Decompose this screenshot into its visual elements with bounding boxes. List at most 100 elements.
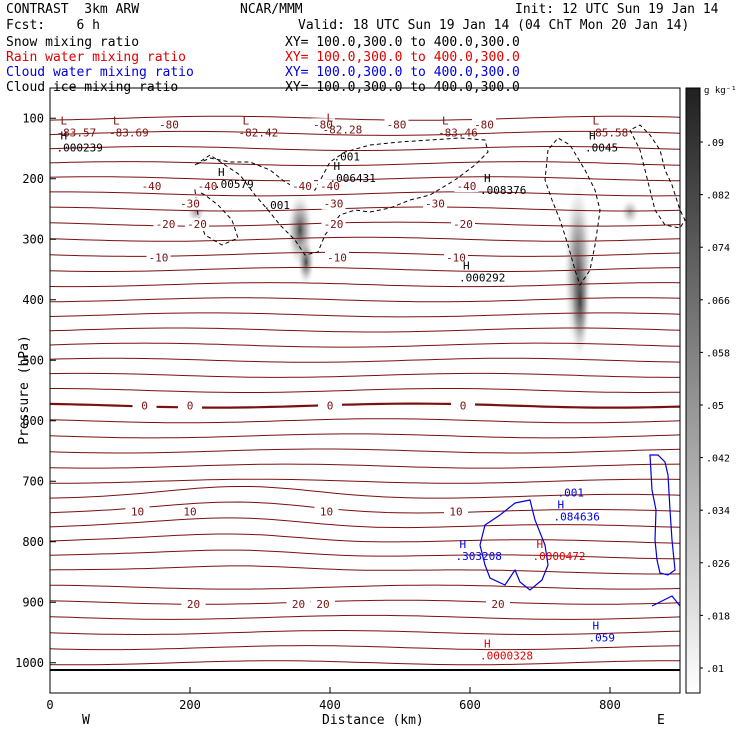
extremum-value: -83.69 <box>109 126 149 139</box>
isotherm-label: -10 <box>149 251 169 264</box>
isotherm-line <box>49 327 681 333</box>
y-tick-label: 400 <box>22 293 44 307</box>
isotherm-label: -30 <box>425 198 445 211</box>
init-time: Init: 12 UTC Sun 19 Jan 14 <box>515 2 719 17</box>
isotherm-label: -10 <box>327 251 347 264</box>
isotherm-line <box>49 130 681 136</box>
isotherm-label-bg <box>311 598 335 611</box>
colorbar-tick-label: .082 <box>706 191 730 202</box>
isotherm-line <box>49 342 681 348</box>
isotherm-label: -30 <box>324 198 344 211</box>
isotherm-label-bg <box>318 180 342 193</box>
cloud-water-contour <box>649 454 676 576</box>
isotherm-label-bg <box>321 218 346 231</box>
extremum-value: -85.58 <box>589 126 629 139</box>
snow-plume-shade <box>297 238 315 286</box>
y-tick-label: 300 <box>22 232 44 246</box>
extremum-marker: H <box>460 538 467 551</box>
isotherm-line <box>49 206 681 212</box>
isotherm-label-bg <box>451 399 475 412</box>
isotherm-line <box>50 297 681 303</box>
y-tick-label: 1000 <box>15 656 44 670</box>
extremum-marker: H <box>537 538 544 551</box>
isotherm-label-bg <box>157 118 181 131</box>
x-tick-label: 600 <box>459 698 481 712</box>
isotherm-label: -20 <box>156 218 176 231</box>
isotherm-label-bg <box>125 505 150 518</box>
legend-cloud-ice-xy: XY= 100.0,300.0 to 400.0,300.0 <box>285 80 520 95</box>
isotherm-label-bg <box>321 197 346 210</box>
isotherm-line <box>49 312 681 318</box>
snow-plume-shade <box>620 198 640 226</box>
isotherm-line <box>49 448 681 454</box>
colorbar-tick-label: .034 <box>706 506 730 517</box>
x-tick-label: 200 <box>179 698 201 712</box>
isotherm-label-bg <box>325 251 349 264</box>
isotherm-label: 0 <box>187 400 194 413</box>
colorbar-tick-label: .018 <box>706 611 730 622</box>
isotherm-line <box>49 549 681 560</box>
y-axis-label: Pressure (hPa) <box>17 335 32 445</box>
cloud-water-contour <box>651 595 681 607</box>
isotherm-label: 20 <box>316 598 329 611</box>
extremum-marker: H <box>593 620 600 633</box>
isotherm-line <box>49 176 680 182</box>
contour-value-label: .001 <box>558 486 585 499</box>
x-tick-label: 0 <box>46 698 53 712</box>
snow-plume-shade <box>570 240 590 360</box>
isotherm-line <box>49 486 681 499</box>
isotherm-label: 10 <box>320 506 333 519</box>
isotherm-label-bg <box>444 505 468 518</box>
isotherm-line <box>49 418 681 424</box>
isotherm-line <box>49 282 681 288</box>
isotherm-line <box>49 614 681 620</box>
isotherm-line <box>49 236 681 242</box>
x-tick-label: 800 <box>599 698 621 712</box>
isotherm-label-bg <box>472 118 496 131</box>
y-tick-label: 100 <box>22 111 44 125</box>
legend-rain-xy: XY= 100.0,300.0 to 400.0,300.0 <box>285 50 520 65</box>
isotherm-line <box>49 372 680 378</box>
isotherm-line <box>49 161 681 167</box>
isotherm-label-bg <box>290 180 314 193</box>
isotherm-label: 0 <box>460 400 467 413</box>
isotherm-label-bg <box>451 218 475 231</box>
y-tick-label: 200 <box>22 172 44 186</box>
isotherm-label-bg <box>185 218 209 231</box>
isotherm-line <box>49 501 681 514</box>
isotherm-line <box>50 388 681 393</box>
colorbar-tick-label: .066 <box>706 296 730 307</box>
isotherm-label-bg <box>314 505 339 518</box>
colorbar-tick-label: .074 <box>706 243 730 254</box>
model-title: CONTRAST 3km ARW <box>6 2 140 17</box>
extremum-value: .000239 <box>57 142 103 155</box>
extremum-marker: L <box>61 114 68 127</box>
legend-snow-xy: XY= 100.0,300.0 to 400.0,300.0 <box>285 35 520 50</box>
contour-value-label: .001 <box>334 151 361 164</box>
extremum-value: .0000472 <box>533 550 586 563</box>
legend-rain-label: Rain water mixing ratio <box>6 50 187 65</box>
isotherm-label: 20 <box>292 598 305 611</box>
extremum-marker: H <box>558 499 565 512</box>
isotherm-line <box>49 584 681 590</box>
extremum-value: -83.57 <box>57 126 97 139</box>
isotherm-label-bg <box>178 197 202 210</box>
isotherm-line <box>50 191 681 197</box>
isotherm-label-bg <box>454 180 479 193</box>
colorbar-unit: g kg⁻¹ <box>704 86 737 96</box>
extremum-value: .059 <box>589 632 616 645</box>
extremum-value: .0000328 <box>480 650 533 663</box>
x-tick-label: 400 <box>319 698 341 712</box>
institution-label: NCAR/MMM <box>240 2 303 17</box>
cloud-ice-contour <box>544 137 601 287</box>
colorbar: .09 .082 .074 .066 .058 .05 .042 .034 .026 .018 .0… <box>685 87 730 694</box>
isotherm-label-bg <box>146 251 171 264</box>
colorbar-ramp <box>685 87 701 694</box>
colorbar-tick-label: .058 <box>706 348 730 359</box>
extremum-marker: H <box>61 130 68 143</box>
isotherm-label-bg <box>178 399 202 412</box>
y-tick-label: 500 <box>22 353 44 367</box>
legend-cloud-water-label: Cloud water mixing ratio <box>6 65 194 80</box>
contour-value-label: .001 <box>264 199 291 212</box>
extremum-value: -82.28 <box>323 123 363 136</box>
